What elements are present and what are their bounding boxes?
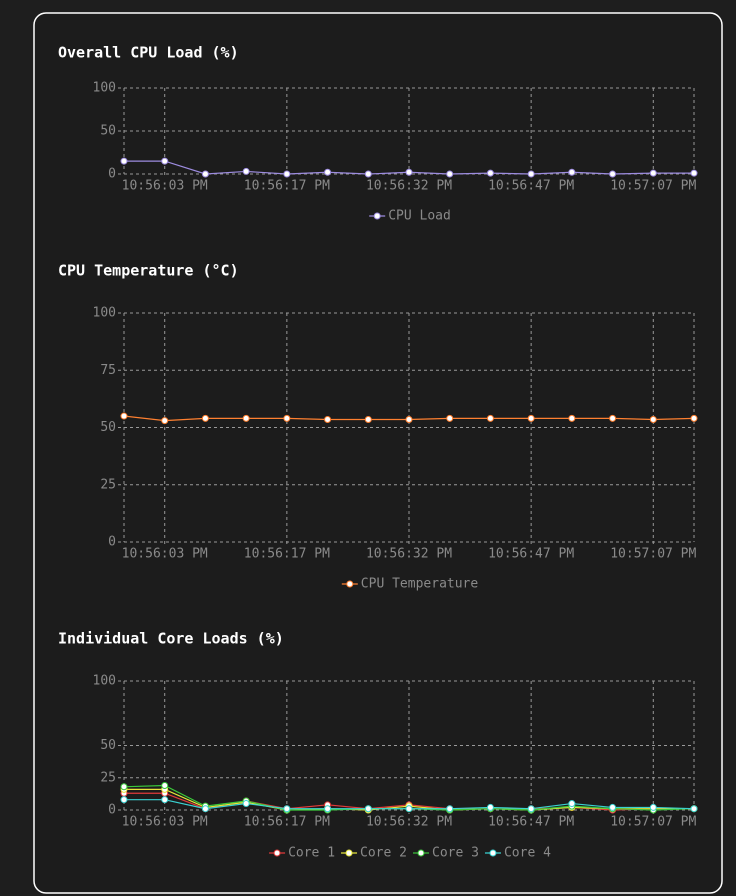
legend-swatch	[346, 580, 354, 588]
data-point	[446, 170, 454, 178]
x-tick-label: 10:56:32 PM	[366, 547, 452, 562]
legend-label: Core 2	[360, 846, 407, 861]
data-point	[405, 168, 413, 176]
chart-title: Overall CPU Load (%)	[58, 44, 239, 62]
x-tick-label: 10:57:07 PM	[610, 547, 696, 562]
x-tick-label: 10:57:07 PM	[610, 179, 696, 194]
charts: Overall CPU Load (%) 0 50 100 10:56:03 PM 10:…	[58, 44, 698, 861]
data-point	[120, 157, 128, 165]
data-point	[242, 414, 250, 422]
data-point	[120, 412, 128, 420]
x-tick-label: 10:57:07 PM	[610, 815, 696, 830]
y-tick-label: 0	[108, 803, 116, 818]
data-point	[364, 805, 372, 813]
legend-swatch	[373, 212, 381, 220]
data-point	[405, 415, 413, 423]
data-point	[324, 415, 332, 423]
legend-label: Core 4	[504, 846, 551, 861]
y-tick-label: 100	[93, 81, 116, 96]
data-point	[690, 805, 698, 813]
data-point	[609, 170, 617, 178]
y-tick-label: 100	[93, 306, 116, 321]
x-tick-label: 10:56:47 PM	[488, 815, 574, 830]
legend-swatch	[273, 849, 281, 857]
data-point	[161, 781, 169, 789]
data-point	[324, 168, 332, 176]
y-tick-label: 25	[100, 770, 116, 785]
data-point	[120, 796, 128, 804]
x-tick-label: 10:56:17 PM	[244, 547, 330, 562]
data-point	[283, 414, 291, 422]
data-point	[649, 415, 657, 423]
data-point	[609, 414, 617, 422]
y-tick-label: 100	[93, 674, 116, 689]
data-point	[324, 805, 332, 813]
data-point	[568, 414, 576, 422]
x-tick-label: 10:56:32 PM	[366, 815, 452, 830]
data-point	[446, 805, 454, 813]
x-tick-label: 10:56:32 PM	[366, 179, 452, 194]
data-point	[283, 170, 291, 178]
y-tick-label: 75	[100, 363, 116, 378]
data-point	[690, 169, 698, 177]
legend-swatch	[489, 849, 497, 857]
data-point	[690, 414, 698, 422]
chart-title: CPU Temperature (°C)	[58, 262, 239, 280]
data-point	[568, 800, 576, 808]
data-point	[649, 803, 657, 811]
data-point	[242, 800, 250, 808]
y-tick-label: 25	[100, 477, 116, 492]
data-point	[446, 414, 454, 422]
data-point	[161, 796, 169, 804]
x-tick-label: 10:56:47 PM	[488, 179, 574, 194]
chart-title: Individual Core Loads (%)	[58, 630, 284, 648]
data-point	[527, 805, 535, 813]
legend-label: Core 1	[288, 846, 335, 861]
x-tick-label: 10:56:17 PM	[244, 179, 330, 194]
data-point	[527, 170, 535, 178]
panel	[33, 12, 723, 894]
data-point	[283, 805, 291, 813]
data-point	[609, 803, 617, 811]
data-point	[364, 170, 372, 178]
data-point	[120, 783, 128, 791]
data-point	[568, 168, 576, 176]
legend-label: CPU Temperature	[361, 577, 479, 592]
x-tick-label: 10:56:17 PM	[244, 815, 330, 830]
data-point	[364, 415, 372, 423]
y-tick-label: 50	[100, 738, 116, 753]
data-point	[527, 414, 535, 422]
x-tick-label: 10:56:47 PM	[488, 547, 574, 562]
x-tick-label: 10:56:03 PM	[122, 815, 208, 830]
data-point	[486, 169, 494, 177]
legend-swatch	[345, 849, 353, 857]
data-point	[649, 169, 657, 177]
data-point	[161, 417, 169, 425]
x-tick-label: 10:56:03 PM	[122, 547, 208, 562]
data-point	[242, 167, 250, 175]
legend-swatch	[417, 849, 425, 857]
data-point	[201, 805, 209, 813]
data-point	[486, 414, 494, 422]
y-tick-label: 0	[108, 167, 116, 182]
x-tick-label: 10:56:03 PM	[122, 179, 208, 194]
data-point	[201, 414, 209, 422]
legend-label: Core 3	[432, 846, 479, 861]
y-tick-label: 0	[108, 535, 116, 550]
data-point	[161, 157, 169, 165]
data-point	[486, 803, 494, 811]
legend-label: CPU Load	[388, 209, 451, 224]
y-tick-label: 50	[100, 420, 116, 435]
y-tick-label: 50	[100, 124, 116, 139]
data-point	[405, 805, 413, 813]
data-point	[201, 170, 209, 178]
